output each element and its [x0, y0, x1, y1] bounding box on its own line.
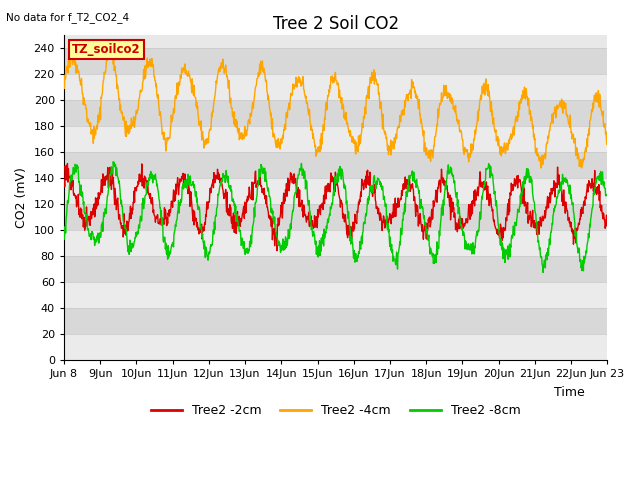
- Bar: [64, 230, 607, 256]
- Bar: [64, 48, 607, 73]
- Bar: [64, 256, 607, 282]
- Legend: Tree2 -2cm, Tree2 -4cm, Tree2 -8cm: Tree2 -2cm, Tree2 -4cm, Tree2 -8cm: [145, 399, 526, 422]
- Bar: [64, 178, 607, 204]
- Bar: [64, 100, 607, 126]
- Bar: [64, 282, 607, 308]
- Text: No data for f_T2_CO2_4: No data for f_T2_CO2_4: [6, 12, 129, 23]
- Bar: [64, 152, 607, 178]
- Text: TZ_soilco2: TZ_soilco2: [72, 43, 141, 56]
- Bar: [64, 73, 607, 100]
- Y-axis label: CO2 (mV): CO2 (mV): [15, 167, 28, 228]
- X-axis label: Time: Time: [554, 386, 585, 399]
- Bar: [64, 126, 607, 152]
- Bar: [64, 308, 607, 334]
- Bar: [64, 204, 607, 230]
- Bar: [64, 334, 607, 360]
- Title: Tree 2 Soil CO2: Tree 2 Soil CO2: [273, 15, 399, 33]
